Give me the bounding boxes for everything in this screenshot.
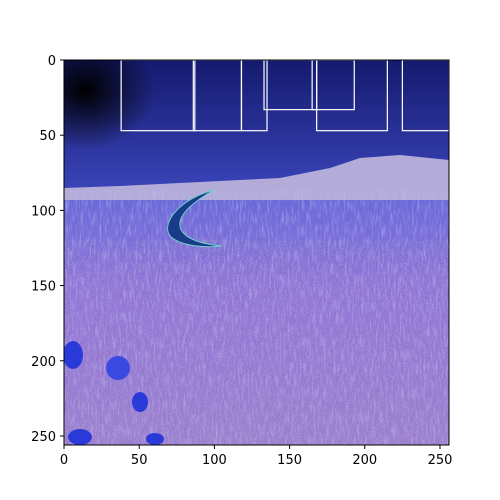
axes: 0 50 100 150 200 250 0 50 100 150 200 250 (31, 54, 452, 468)
y-tick-label: 50 (39, 129, 56, 144)
x-tick-label: 200 (352, 453, 377, 468)
overlay-rectangles (120, 60, 449, 132)
y-tick-label: 0 (48, 54, 56, 69)
overlay-rectangle (240, 60, 268, 132)
y-tick-label: 150 (31, 280, 56, 295)
overlay-rectangle (401, 60, 449, 132)
x-tick-label: 0 (60, 453, 68, 468)
blue-blob (68, 429, 92, 445)
x-tick-label: 100 (202, 453, 227, 468)
meadow-flower-texture (64, 240, 449, 445)
image-area (64, 60, 449, 445)
blue-blob (132, 392, 148, 412)
crescent-object (167, 189, 223, 248)
blue-blob (64, 341, 83, 369)
y-tick-label: 200 (31, 355, 56, 370)
x-tick-label: 50 (131, 453, 148, 468)
x-tick-label: 150 (277, 453, 302, 468)
overlay-rectangle (120, 60, 196, 132)
blue-blob (146, 433, 164, 445)
y-tick-label: 250 (31, 430, 56, 445)
dark-sun-glow (64, 60, 155, 150)
y-tick-label: 100 (31, 204, 56, 219)
x-tick-label: 250 (428, 453, 453, 468)
blue-blob (106, 356, 130, 380)
overlay-rectangle (316, 60, 388, 132)
overlay-rectangle (311, 60, 355, 111)
plot-frame (63, 59, 450, 446)
